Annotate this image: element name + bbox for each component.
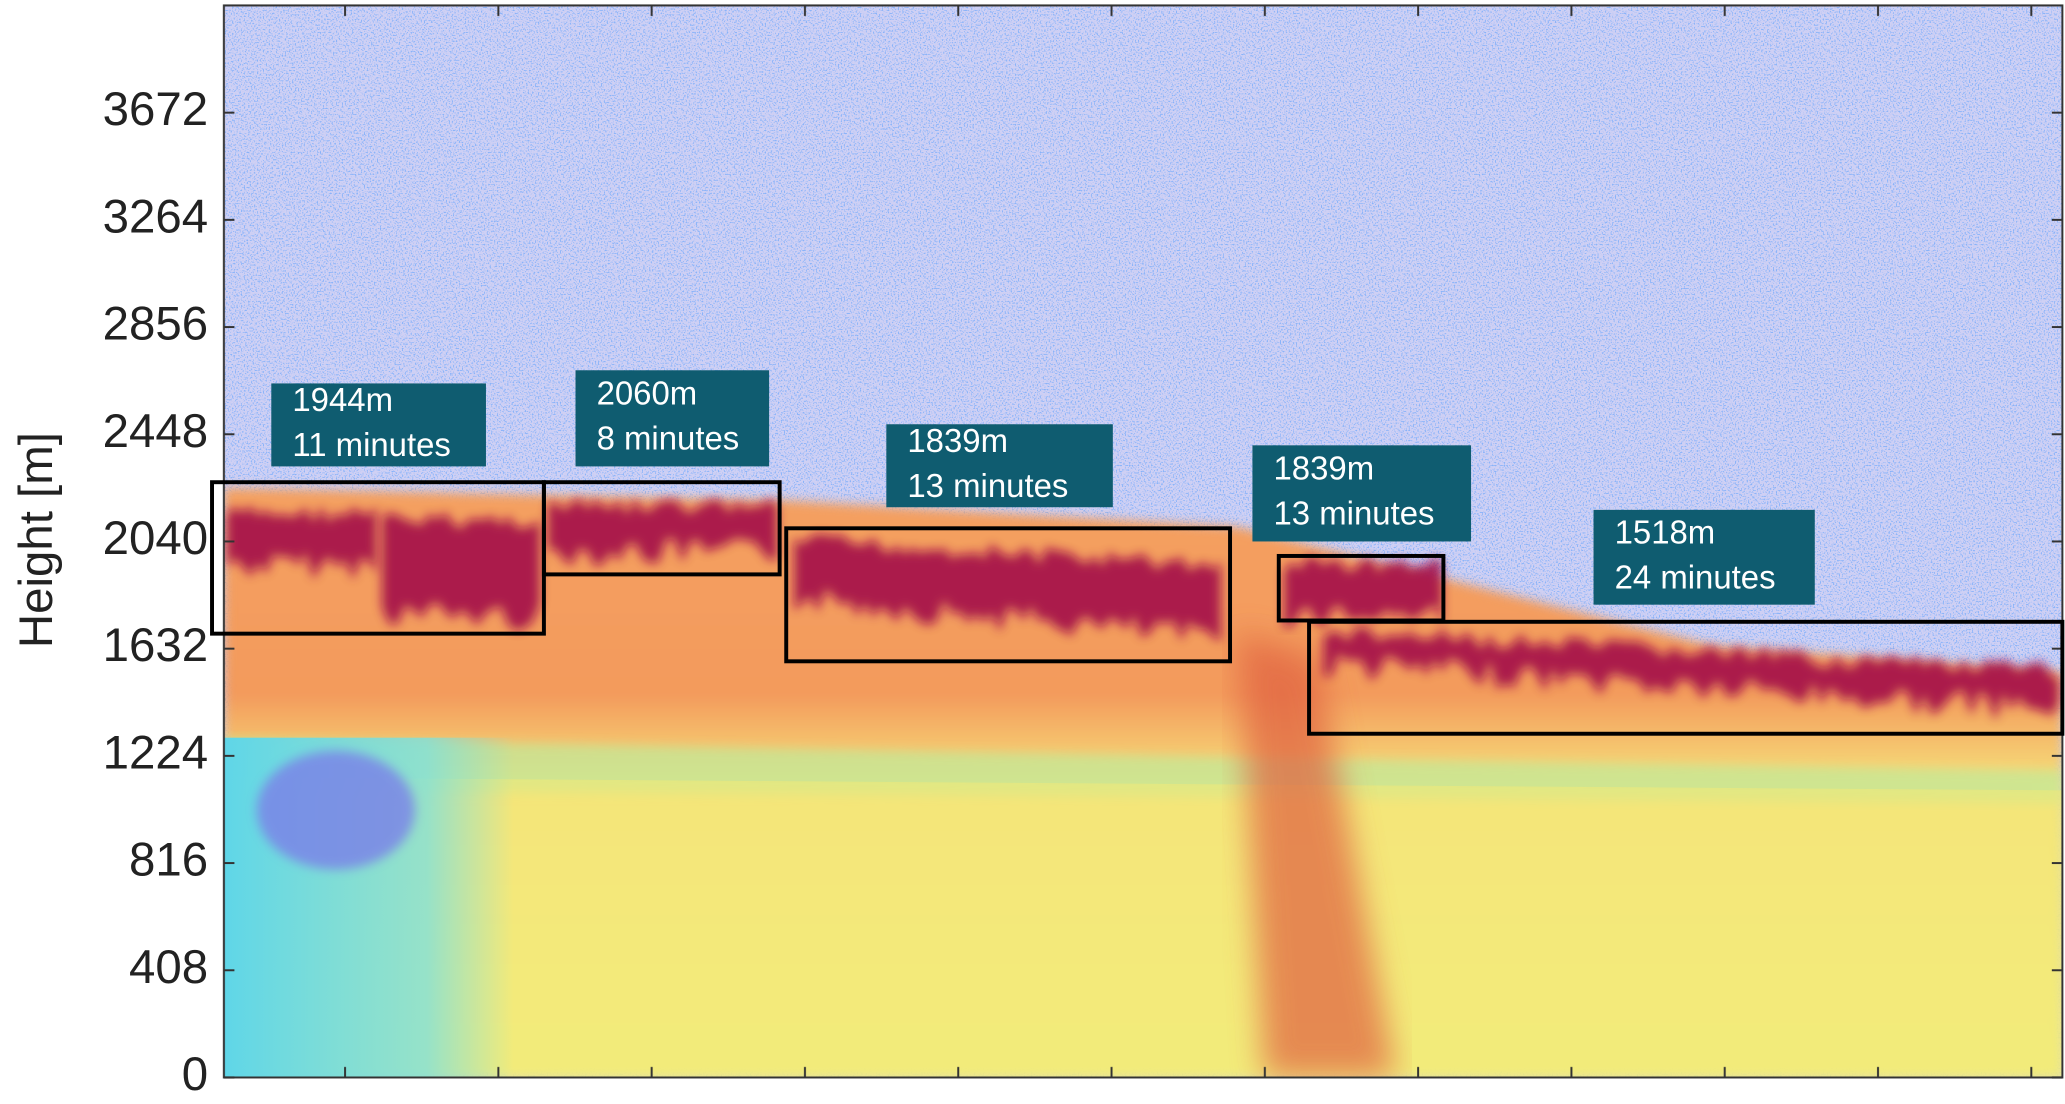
- y-tick-label: 3264: [103, 190, 208, 243]
- y-tick-label: 408: [129, 941, 208, 994]
- y-tick-label: 2040: [103, 512, 208, 565]
- annotation-duration: 13 minutes: [1274, 494, 1435, 531]
- y-tick-label: 2856: [103, 298, 208, 351]
- chart: Height [m] 0 408 816 1224 1632 2040 2448 2856 32…: [0, 0, 2065, 1104]
- annotation-height: 2060m: [597, 375, 698, 412]
- annotation-duration: 24 minutes: [1615, 558, 1776, 595]
- annotation-height: 1944m: [292, 381, 393, 418]
- y-tick-label: 0: [182, 1048, 208, 1101]
- annotation-duration: 8 minutes: [597, 419, 740, 456]
- y-axis-label: Height [m]: [10, 432, 63, 648]
- y-tick-label: 1224: [103, 726, 208, 779]
- annotation-height: 1518m: [1615, 514, 1716, 551]
- annotation-duration: 13 minutes: [907, 467, 1068, 504]
- annotation-height: 1839m: [907, 422, 1008, 459]
- annotation-duration: 11 minutes: [292, 426, 451, 463]
- y-tick-label: 1632: [103, 619, 208, 672]
- y-tick-label: 2448: [103, 405, 208, 458]
- page: {"chart_data": {"type": "heatmap", "y_la…: [0, 0, 2065, 1104]
- y-tick-label: 3672: [103, 83, 208, 136]
- y-tick-label: 816: [129, 834, 208, 887]
- annotation-height: 1839m: [1274, 450, 1375, 487]
